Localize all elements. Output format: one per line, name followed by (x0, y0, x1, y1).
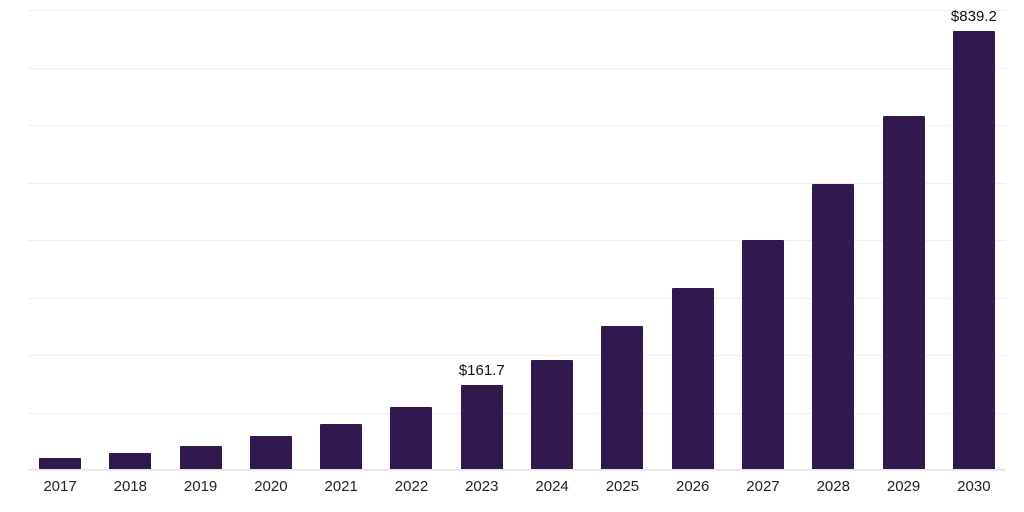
bar (531, 360, 574, 470)
bar-value-label: $161.7 (458, 362, 505, 379)
bar-column (379, 10, 443, 470)
bar-column (28, 10, 92, 470)
bar (601, 326, 644, 470)
gridline (28, 355, 1006, 356)
bar (249, 436, 292, 470)
x-tick-label: 2020 (254, 478, 288, 495)
x-tick-label: 2030 (957, 478, 991, 495)
bar-column (801, 10, 865, 470)
gridline (28, 470, 1006, 471)
x-axis-line (28, 469, 1006, 470)
gridline (28, 125, 1006, 126)
bar (741, 240, 784, 470)
bar-column (520, 10, 584, 470)
bar-column (239, 10, 303, 470)
bar-column (872, 10, 936, 470)
x-tick-label: 2018 (113, 478, 147, 495)
gridline (28, 298, 1006, 299)
gridline (28, 183, 1006, 184)
x-tick-label: 2025 (605, 478, 640, 495)
bar (39, 458, 81, 470)
x-tick-label: 2026 (675, 478, 710, 495)
bar (882, 116, 925, 470)
bar-column: $161.7 (450, 10, 514, 470)
bar-column (731, 10, 795, 470)
bar (109, 453, 152, 470)
bar (320, 424, 363, 470)
bar-column (169, 10, 233, 470)
bar-column (309, 10, 373, 470)
x-tick-label: 2021 (324, 478, 358, 495)
bar-value-label: $839.2 (950, 8, 997, 25)
bar (952, 31, 995, 470)
x-tick-label: 2019 (183, 478, 218, 495)
x-tick-label: 2027 (746, 478, 780, 495)
bar-column (590, 10, 654, 470)
bar (812, 184, 855, 470)
x-tick-label: 2022 (394, 478, 429, 495)
plot-area: $161.7 $839.2 (28, 8, 1006, 471)
bar (179, 446, 222, 470)
bar (671, 288, 714, 470)
bar (390, 407, 433, 470)
x-axis-tick-labels: 2017 2018 2019 2020 2021 2022 2023 2024 2025 2026… (28, 478, 1006, 495)
gridline (28, 240, 1006, 241)
bar-column (98, 10, 162, 470)
bar-series: $161.7 $839.2 (28, 8, 1006, 470)
gridline (28, 68, 1006, 69)
gridline (28, 413, 1006, 414)
x-tick-label: 2028 (816, 478, 850, 495)
x-tick-label: 2024 (535, 478, 569, 495)
bar (460, 385, 503, 470)
x-tick-label: 2029 (886, 478, 921, 495)
x-tick-label: 2023 (465, 478, 499, 495)
gridline (28, 10, 1006, 11)
x-tick-label: 2017 (43, 478, 77, 495)
bar-column: $839.2 (942, 8, 1006, 470)
bar-column (661, 10, 725, 470)
